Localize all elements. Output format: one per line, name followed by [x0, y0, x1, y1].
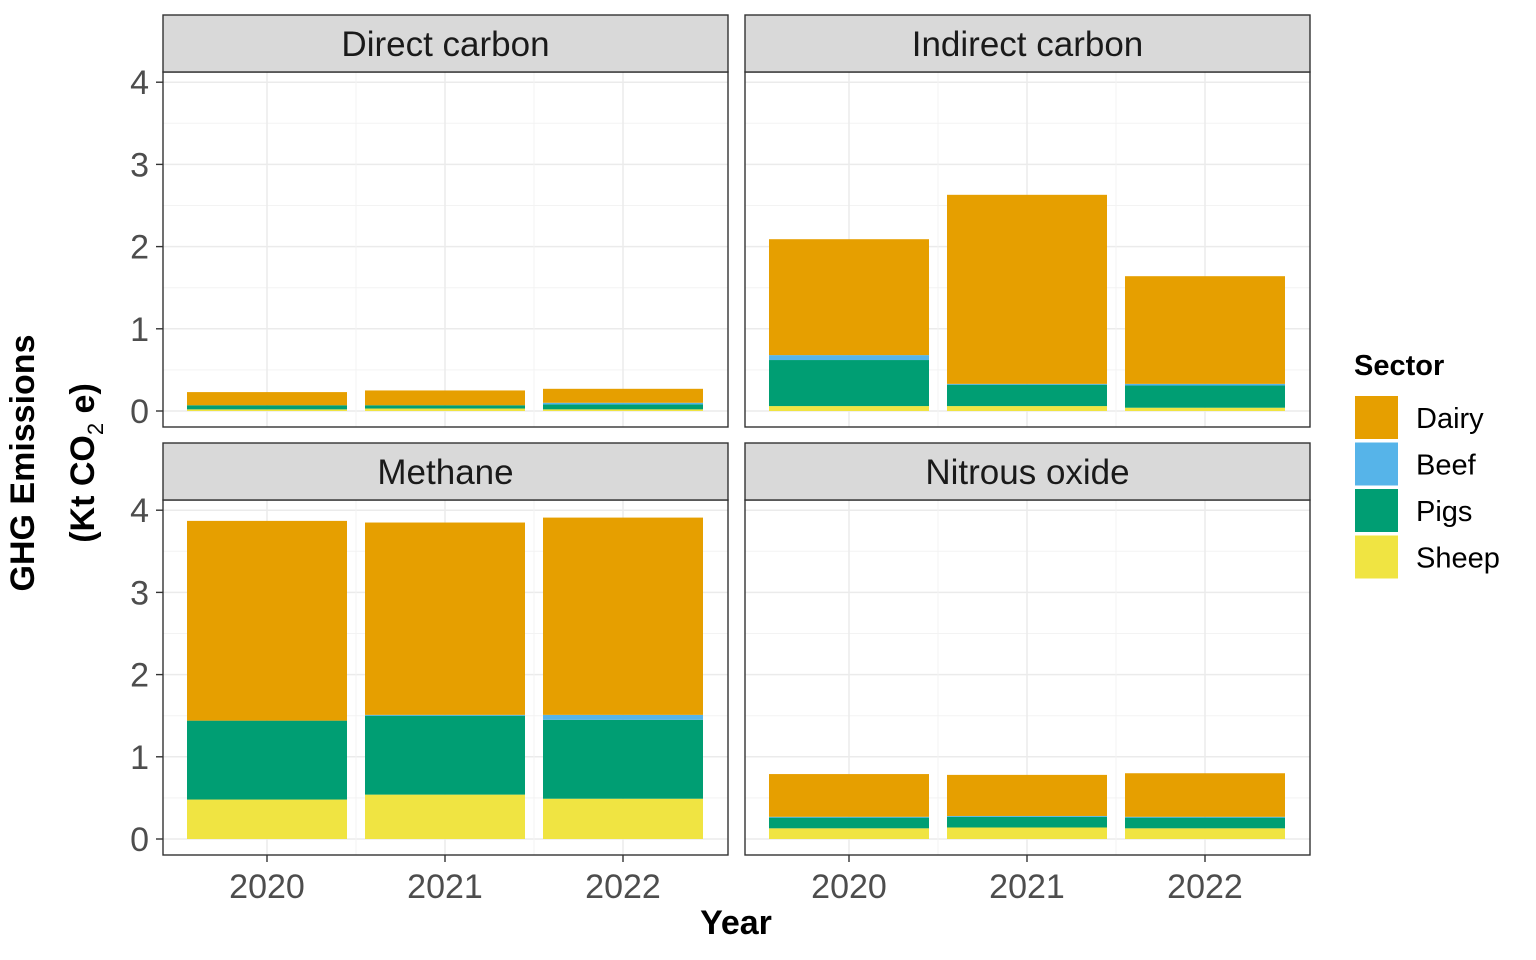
bar-pigs-2020: [187, 405, 347, 410]
panel-indirect-carbon: Indirect carbon: [744, 14, 1311, 428]
x-axis-title: Year: [700, 904, 772, 942]
legend-label-pigs: Pigs: [1416, 496, 1472, 528]
legend-swatch-beef: [1355, 442, 1398, 486]
bar-sheep-2021: [947, 827, 1107, 839]
bar-pigs-2022: [1125, 817, 1285, 829]
bar-dairy-2021: [947, 774, 1107, 816]
bar-pigs-2022: [1125, 385, 1285, 408]
x-tick-label: 2020: [229, 868, 305, 906]
y-tick-label: 4: [130, 492, 149, 530]
y-axis-title-line: GHG Emissions: [4, 335, 42, 592]
facet-strip: [162, 442, 729, 501]
bar-beef-2020: [769, 816, 929, 818]
legend-title: Sector: [1354, 350, 1444, 382]
bar-sheep-2021: [365, 408, 525, 411]
bar-beef-2021: [947, 383, 1107, 385]
bar-beef-2021: [365, 714, 525, 716]
bar-sheep-2022: [543, 409, 703, 411]
bar-beef-2022: [1125, 383, 1285, 386]
legend-swatch-dairy: [1355, 396, 1398, 439]
bar-dairy-2022: [1125, 276, 1285, 384]
bar-beef-2021: [947, 815, 1107, 817]
x-tick-label: 2022: [1167, 868, 1243, 906]
bar-dairy-2021: [947, 194, 1107, 384]
facet-panels: Direct carbon 0 1 2 3 4 Indirect carbon Methane…: [130, 14, 1311, 906]
bar-pigs-2022: [543, 404, 703, 410]
bar-dairy-2022: [543, 388, 703, 403]
facet-title: Methane: [377, 453, 513, 492]
legend-label-dairy: Dairy: [1416, 403, 1484, 435]
legend-swatch-sheep: [1355, 535, 1398, 579]
bar-sheep-2021: [947, 406, 1107, 411]
y-axis-title: GHG Emissions (Kt CO2 e): [4, 335, 108, 592]
bar-sheep-2020: [187, 409, 347, 411]
y-tick-label: 3: [130, 146, 149, 184]
y-tick-label: 2: [130, 229, 149, 267]
x-tick-label: 2021: [407, 868, 483, 906]
bar-dairy-2021: [365, 390, 525, 406]
bar-beef-2022: [543, 714, 703, 720]
x-tick-label: 2020: [811, 868, 887, 906]
bar-beef-2020: [769, 355, 929, 361]
y-axis-unit-open: (Kt CO: [64, 435, 102, 543]
y-axis-unit-close: e): [64, 383, 102, 423]
bar-pigs-2021: [365, 405, 525, 409]
facet-strip: [744, 442, 1311, 501]
bar-dairy-2020: [769, 239, 929, 356]
facet-title: Nitrous oxide: [925, 453, 1129, 492]
y-tick-label: 2: [130, 657, 149, 695]
legend: Sector Dairy Beef Pigs Sheep: [1354, 350, 1500, 579]
facet-title: Direct carbon: [341, 25, 549, 64]
bar-beef-2022: [543, 402, 703, 405]
bar-dairy-2022: [1125, 773, 1285, 817]
y-axis-unit-subscript: 2: [83, 423, 108, 435]
facet-title: Indirect carbon: [912, 25, 1144, 64]
bar-dairy-2020: [187, 520, 347, 721]
panel-methane: Methane 0 1 2 3 4 2020 2021 2022: [130, 442, 729, 906]
y-tick-label: 4: [130, 64, 149, 102]
facet-strip: [744, 14, 1311, 73]
y-tick-label: 3: [130, 574, 149, 612]
bar-pigs-2020: [769, 817, 929, 829]
bar-dairy-2022: [543, 517, 703, 715]
bar-pigs-2021: [947, 384, 1107, 407]
bar-pigs-2022: [543, 719, 703, 799]
bar-sheep-2022: [1125, 828, 1285, 839]
bar-pigs-2020: [187, 720, 347, 800]
facet-strip: [162, 14, 729, 73]
y-axis-unit: (Kt CO2 e): [64, 383, 108, 543]
panel-direct-carbon: Direct carbon 0 1 2 3 4: [130, 14, 729, 431]
x-tick-label: 2022: [585, 868, 661, 906]
y-tick-label: 1: [130, 311, 149, 349]
y-tick-label: 0: [130, 821, 149, 859]
bar-sheep-2022: [1125, 407, 1285, 411]
bar-sheep-2022: [543, 798, 703, 839]
y-tick-label: 1: [130, 739, 149, 777]
bar-dairy-2021: [365, 522, 525, 715]
bar-sheep-2020: [187, 799, 347, 839]
bar-beef-2022: [1125, 816, 1285, 818]
legend-label-beef: Beef: [1416, 450, 1477, 482]
legend-label-sheep: Sheep: [1416, 543, 1500, 575]
bar-dairy-2020: [187, 392, 347, 406]
panel-nitrous-oxide: Nitrous oxide 2020 2021 2022: [744, 442, 1311, 906]
bar-sheep-2021: [365, 794, 525, 839]
bar-pigs-2021: [365, 715, 525, 795]
bar-sheep-2020: [769, 406, 929, 411]
bar-pigs-2020: [769, 360, 929, 407]
bar-sheep-2020: [769, 828, 929, 839]
bar-pigs-2021: [947, 816, 1107, 828]
bar-dairy-2020: [769, 774, 929, 817]
y-tick-label: 0: [130, 393, 149, 431]
legend-swatch-pigs: [1355, 489, 1398, 532]
x-tick-label: 2021: [989, 868, 1065, 906]
